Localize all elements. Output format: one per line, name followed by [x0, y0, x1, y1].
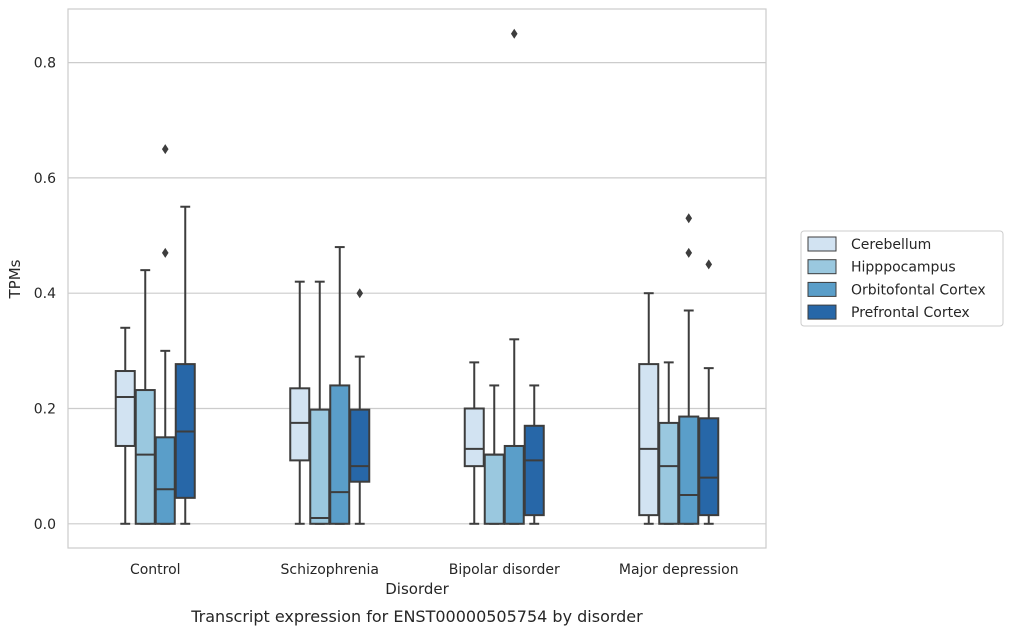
- outlier-point: [510, 28, 518, 39]
- box: [503, 28, 525, 525]
- legend-swatch: [807, 281, 837, 297]
- box-body: [289, 387, 311, 462]
- legend-swatch: [807, 259, 837, 275]
- box-body: [638, 363, 660, 517]
- box-body: [309, 408, 331, 525]
- x-tick-label: Major depression: [619, 562, 739, 578]
- y-tick-label: 0.2: [34, 401, 56, 417]
- box-body: [463, 407, 485, 468]
- box: [638, 292, 660, 525]
- box-body: [503, 444, 525, 525]
- box-body: [114, 370, 136, 447]
- box: [174, 205, 196, 525]
- x-axis-label: Disorder: [385, 580, 449, 598]
- box: [134, 269, 156, 525]
- legend-item: Prefrontal Cortex: [807, 304, 970, 321]
- x-tick-label: Bipolar disorder: [449, 562, 560, 578]
- outlier-point: [705, 259, 713, 270]
- category-group: [289, 246, 371, 525]
- x-tick-label: Control: [130, 562, 181, 578]
- y-tick-label: 0.8: [34, 56, 56, 72]
- box-body: [329, 384, 351, 525]
- chart-caption: Transcript expression for ENST0000050575…: [190, 607, 643, 626]
- box: [463, 361, 485, 525]
- category-group: [463, 28, 545, 525]
- category-group: [114, 144, 196, 525]
- box: [114, 326, 136, 525]
- box-body: [349, 408, 371, 483]
- box-body: [134, 389, 156, 525]
- box: [289, 280, 311, 525]
- box: [154, 144, 176, 525]
- legend-label: Cerebellum: [851, 237, 931, 253]
- legend-item: Hipppocampus: [807, 259, 956, 276]
- outlier-point: [161, 247, 169, 258]
- box: [349, 288, 371, 525]
- legend-items: Cerebellum Hipppocampus Orbitofontal Corte…: [807, 236, 986, 321]
- legend-frame: [800, 230, 1004, 327]
- y-tick-labels: 0.0 0.2 0.4 0.6 0.8: [34, 56, 56, 533]
- legend-label: Orbitofontal Cortex: [851, 282, 986, 298]
- box-body: [698, 417, 720, 517]
- legend: Cerebellum Hipppocampus Orbitofontal Corte…: [800, 230, 1004, 327]
- box: [678, 213, 700, 525]
- outlier-point: [356, 288, 364, 299]
- x-tick-label: Schizophrenia: [281, 562, 379, 578]
- box: [658, 361, 680, 525]
- box-groups: [114, 28, 720, 525]
- box-body: [658, 421, 680, 525]
- box-body: [154, 436, 176, 525]
- plot-frame: [67, 8, 767, 549]
- category-group: [638, 213, 720, 525]
- y-tick-label: 0.0: [34, 517, 56, 533]
- y-axis-label: TPMs: [6, 259, 24, 299]
- legend-item: Cerebellum: [807, 236, 931, 253]
- y-tick-label: 0.4: [34, 286, 56, 302]
- y-tick-label: 0.6: [34, 171, 56, 187]
- legend-label: Prefrontal Cortex: [851, 305, 970, 321]
- box-body: [483, 453, 505, 525]
- box: [523, 384, 545, 525]
- box: [483, 384, 505, 525]
- box-body: [678, 415, 700, 525]
- legend-swatch: [807, 304, 837, 320]
- legend-item: Orbitofontal Cortex: [807, 281, 986, 298]
- box: [698, 259, 720, 525]
- legend-swatch: [807, 236, 837, 252]
- legend-label: Hipppocampus: [851, 260, 956, 276]
- outlier-point: [685, 247, 693, 258]
- x-tick-labels: Control Schizophrenia Bipolar disorder Majo…: [130, 562, 739, 578]
- box: [309, 280, 331, 525]
- box-body: [523, 424, 545, 517]
- outlier-point: [685, 213, 693, 224]
- box: [329, 246, 351, 525]
- outlier-point: [161, 144, 169, 155]
